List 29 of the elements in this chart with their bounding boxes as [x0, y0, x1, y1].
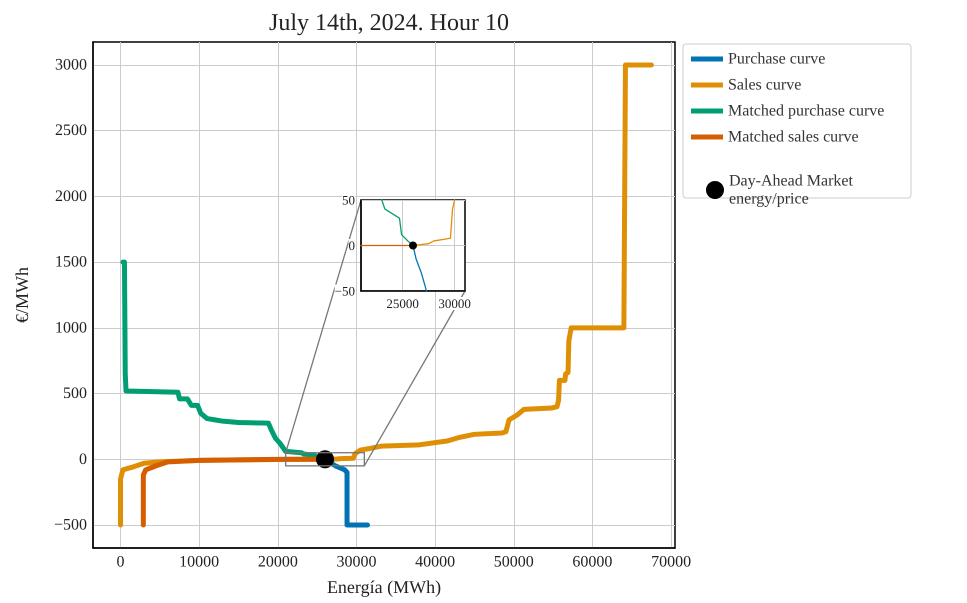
x-tick-label: 60000: [572, 554, 612, 570]
legend-label: Matched purchase curve: [728, 102, 884, 120]
x-tick-label: 30000: [438, 296, 471, 311]
x-tick-label: 50000: [494, 554, 534, 570]
x-tick-label: 30000: [336, 554, 376, 570]
x-tick-label: 0: [116, 554, 125, 570]
y-tick-label: 1500: [55, 254, 87, 271]
x-tick-label: 70000: [651, 554, 692, 570]
y-tick-label: 500: [63, 385, 87, 402]
legend-label: Day-Ahead Market energy/price: [729, 172, 857, 208]
y-tick-label: 3000: [55, 56, 87, 74]
chart-title: July 14th, 2024. Hour 10: [269, 10, 509, 36]
y-tick-label: 0: [348, 238, 355, 253]
y-tick-label: −50: [334, 284, 355, 298]
x-tick-label: 20000: [258, 554, 298, 570]
y-tick-label: −500: [54, 516, 87, 534]
x-tick-label: 40000: [415, 554, 456, 570]
legend-label: Purchase curve: [728, 50, 826, 68]
x-axis-title: Energía (MWh): [326, 577, 442, 597]
y-tick-label: 2000: [55, 188, 87, 205]
y-tick-label: 50: [342, 192, 355, 208]
x-tick-label: 10000: [179, 554, 220, 570]
y-tick-label: 1000: [55, 319, 87, 336]
legend-label: Matched sales curve: [728, 128, 859, 146]
legend-label: Sales curve: [728, 76, 802, 94]
y-axis-title: €/MWh: [12, 267, 32, 323]
y-tick-label: 0: [79, 450, 87, 468]
y-tick-label: 2500: [55, 122, 87, 140]
x-tick-label: 25000: [386, 296, 419, 311]
